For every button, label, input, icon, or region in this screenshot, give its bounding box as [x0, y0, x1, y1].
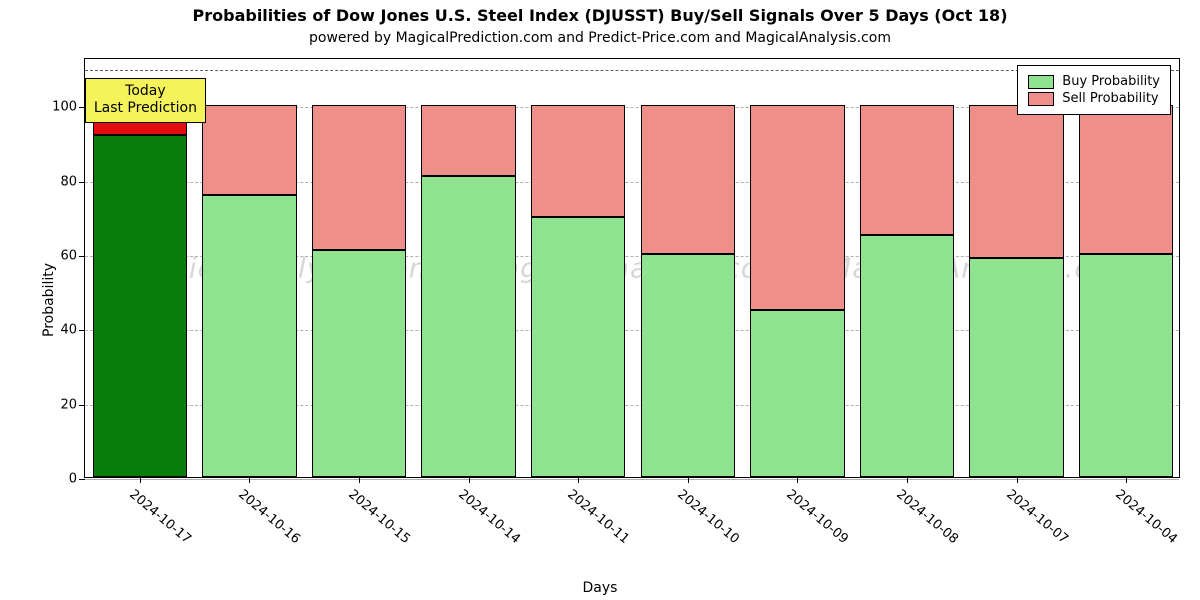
legend-item: Buy Probability — [1028, 74, 1160, 89]
y-tick-label: 40 — [60, 323, 85, 338]
x-tick-mark — [688, 477, 689, 483]
bar-buy — [750, 310, 844, 477]
legend-swatch — [1028, 75, 1054, 89]
x-tick-label: 2024-10-17 — [126, 487, 194, 547]
y-axis-label: Probability — [41, 263, 57, 337]
bar-sell — [641, 105, 735, 254]
x-axis-label: Days — [0, 580, 1200, 596]
bar-sell — [202, 105, 296, 194]
x-tick-label: 2024-10-14 — [455, 487, 523, 547]
bar-group — [1079, 57, 1173, 477]
bar-buy — [641, 254, 735, 477]
legend-label: Sell Probability — [1062, 91, 1158, 106]
bar-buy — [421, 176, 515, 477]
y-tick-label: 0 — [69, 472, 85, 487]
x-tick-mark — [578, 477, 579, 483]
bar-group — [312, 57, 406, 477]
bar-buy — [531, 217, 625, 477]
bar-group — [641, 57, 735, 477]
chart-title: Probabilities of Dow Jones U.S. Steel In… — [0, 6, 1200, 25]
plot-area: MagicalAnalysis.comMagicalAnalysis.comMa… — [84, 58, 1180, 478]
bar-buy — [93, 135, 187, 477]
x-tick-mark — [140, 477, 141, 483]
y-tick-label: 20 — [60, 397, 85, 412]
bar-sell — [421, 105, 515, 176]
chart-container: Probabilities of Dow Jones U.S. Steel In… — [0, 0, 1200, 600]
y-tick-label: 80 — [60, 174, 85, 189]
today-annotation: TodayLast Prediction — [85, 78, 206, 123]
x-tick-mark — [359, 477, 360, 483]
today-annotation-line2: Last Prediction — [94, 100, 197, 118]
x-tick-mark — [1126, 477, 1127, 483]
x-tick-label: 2024-10-04 — [1113, 487, 1181, 547]
bar-group — [531, 57, 625, 477]
bar-sell — [1079, 105, 1173, 254]
y-tick-label: 60 — [60, 248, 85, 263]
bar-sell — [969, 105, 1063, 257]
bar-group — [202, 57, 296, 477]
x-tick-label: 2024-10-07 — [1003, 487, 1071, 547]
legend: Buy Probability Sell Probability — [1017, 65, 1171, 115]
x-tick-label: 2024-10-11 — [565, 487, 633, 547]
bar-sell — [750, 105, 844, 309]
x-tick-mark — [907, 477, 908, 483]
bar-sell — [312, 105, 406, 250]
x-tick-label: 2024-10-16 — [236, 487, 304, 547]
bar-buy — [860, 235, 954, 477]
y-tick-label: 100 — [52, 100, 85, 115]
bar-group — [750, 57, 844, 477]
legend-label: Buy Probability — [1062, 74, 1160, 89]
bar-group — [860, 57, 954, 477]
legend-swatch — [1028, 92, 1054, 106]
x-tick-label: 2024-10-15 — [345, 487, 413, 547]
x-tick-mark — [469, 477, 470, 483]
x-tick-label: 2024-10-09 — [784, 487, 852, 547]
legend-item: Sell Probability — [1028, 91, 1160, 106]
bar-buy — [312, 250, 406, 477]
bar-buy — [202, 195, 296, 477]
x-tick-label: 2024-10-10 — [674, 487, 742, 547]
bar-sell — [531, 105, 625, 217]
x-tick-mark — [249, 477, 250, 483]
bar-buy — [969, 258, 1063, 477]
today-annotation-line1: Today — [94, 83, 197, 101]
chart-subtitle: powered by MagicalPrediction.com and Pre… — [0, 30, 1200, 46]
bar-group — [969, 57, 1063, 477]
x-tick-mark — [797, 477, 798, 483]
bar-sell — [860, 105, 954, 235]
bar-group — [421, 57, 515, 477]
x-tick-label: 2024-10-08 — [893, 487, 961, 547]
x-tick-mark — [1017, 477, 1018, 483]
bar-buy — [1079, 254, 1173, 477]
